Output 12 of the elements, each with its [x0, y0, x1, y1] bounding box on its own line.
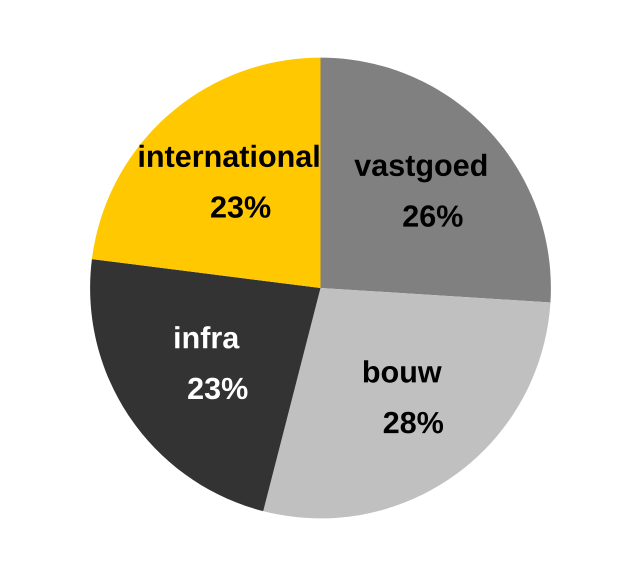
data-label: 26%: [403, 205, 463, 227]
slice-label: vastgoed: [354, 154, 486, 182]
slice-label: infra: [175, 326, 240, 349]
pie-slice: [263, 288, 550, 518]
pie-slice: [92, 58, 320, 288]
data-label: 23%: [188, 378, 248, 400]
data-label: 28%: [384, 412, 444, 434]
slice-label: bouw: [364, 360, 442, 383]
data-label: 23%: [211, 196, 270, 218]
pie-slice: [320, 58, 551, 302]
pie-slice: [90, 259, 320, 512]
slice-label: international: [140, 144, 319, 168]
